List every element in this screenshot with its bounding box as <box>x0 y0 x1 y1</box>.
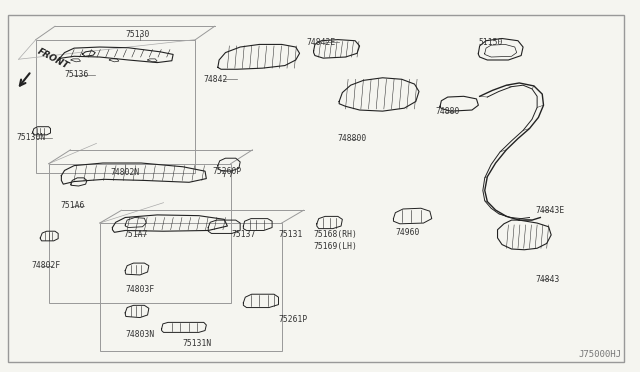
Text: 74803F: 74803F <box>125 285 154 294</box>
Text: 74803N: 74803N <box>125 330 154 339</box>
Text: 75137: 75137 <box>232 230 256 240</box>
Text: 74842E: 74842E <box>306 38 335 47</box>
Text: FRONT: FRONT <box>36 46 70 70</box>
Text: 75136: 75136 <box>65 70 89 79</box>
Text: 75260P: 75260P <box>212 167 242 176</box>
Text: 74802F: 74802F <box>31 261 61 270</box>
Text: 51150: 51150 <box>478 38 503 47</box>
Text: 74843E: 74843E <box>536 206 565 215</box>
Text: 75130: 75130 <box>125 29 150 39</box>
Text: 74842: 74842 <box>204 75 228 84</box>
Text: 75169(LH): 75169(LH) <box>314 241 358 250</box>
Text: 751A7: 751A7 <box>124 230 148 239</box>
Bar <box>36 39 195 173</box>
Text: 74880: 74880 <box>435 108 460 116</box>
Text: 75168(RH): 75168(RH) <box>314 230 358 239</box>
Text: J75000HJ: J75000HJ <box>579 350 621 359</box>
Bar <box>100 223 282 351</box>
Text: 751A6: 751A6 <box>60 201 84 210</box>
Bar <box>49 164 230 303</box>
Text: 75261P: 75261P <box>278 315 308 324</box>
Text: 74960: 74960 <box>396 228 420 237</box>
Text: 748800: 748800 <box>338 134 367 143</box>
Text: 75131: 75131 <box>278 230 303 240</box>
Text: 74843: 74843 <box>536 275 560 284</box>
Text: 74802N: 74802N <box>111 168 140 177</box>
Text: 75130N: 75130N <box>17 133 46 142</box>
Text: 75131N: 75131N <box>182 339 212 348</box>
